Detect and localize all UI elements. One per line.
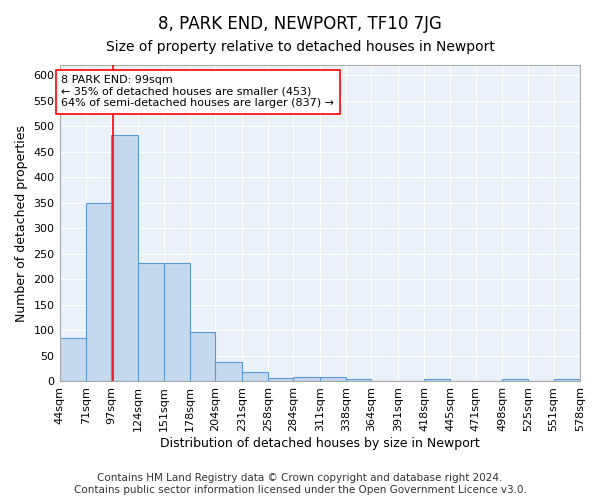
Bar [190, 332, 215, 382]
Text: 8, PARK END, NEWPORT, TF10 7JG: 8, PARK END, NEWPORT, TF10 7JG [158, 15, 442, 33]
Text: Size of property relative to detached houses in Newport: Size of property relative to detached ho… [106, 40, 494, 54]
Text: 8 PARK END: 99sqm
← 35% of detached houses are smaller (453)
64% of semi-detache: 8 PARK END: 99sqm ← 35% of detached hous… [61, 75, 334, 108]
Bar [215, 362, 242, 382]
Bar [554, 379, 580, 382]
Y-axis label: Number of detached properties: Number of detached properties [15, 124, 28, 322]
Bar [346, 379, 371, 382]
Bar [502, 379, 529, 382]
Bar [320, 378, 346, 382]
Bar [59, 338, 86, 382]
Bar [293, 378, 320, 382]
Bar [111, 135, 137, 382]
Bar [86, 203, 111, 382]
Bar [137, 263, 164, 382]
Bar [268, 378, 293, 382]
X-axis label: Distribution of detached houses by size in Newport: Distribution of detached houses by size … [160, 437, 479, 450]
Bar [242, 372, 268, 382]
Bar [424, 379, 451, 382]
Bar [164, 263, 190, 382]
Text: Contains HM Land Registry data © Crown copyright and database right 2024.
Contai: Contains HM Land Registry data © Crown c… [74, 474, 526, 495]
